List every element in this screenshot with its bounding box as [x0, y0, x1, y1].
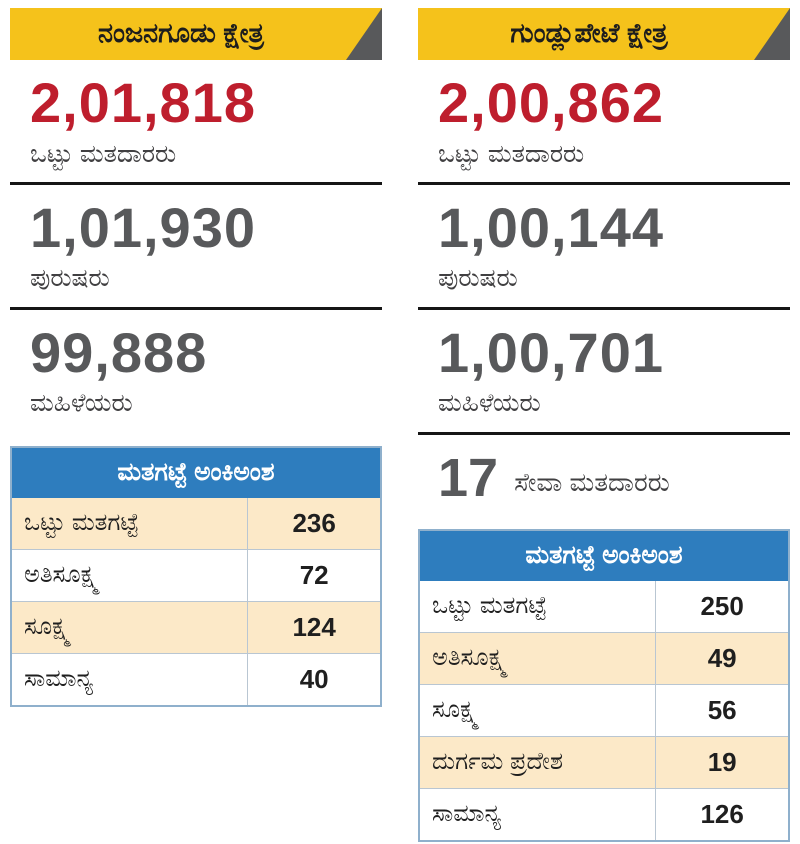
row-label: ಸೂಕ್ಷ್ಮ	[10, 600, 249, 654]
total-voters-value: 2,01,818	[30, 71, 256, 134]
table-row: ಸೂಕ್ಷ್ಮ 56	[418, 683, 790, 737]
row-value: 236	[247, 496, 382, 550]
table-row: ಅತಿಸೂಕ್ಷ್ಮ 72	[10, 548, 382, 602]
divider	[418, 181, 790, 185]
male-voters-value: 1,00,144	[438, 195, 664, 259]
stat-male-voters: 1,00,144 ಪುರುಷರು	[418, 185, 790, 307]
service-voters-label: ಸೇವಾ ಮತದಾರರು	[514, 466, 670, 497]
divider	[10, 306, 382, 310]
row-label: ಒಟ್ಟು ಮತಗಟ್ಟೆ	[10, 496, 249, 550]
stat-total-voters: 2,01,818 ಒಟ್ಟು ಮತದಾರರು	[10, 60, 382, 182]
row-value: 49	[655, 631, 790, 685]
table-header-row: ಮತಗಟ್ಟೆ ಅಂಕಿಅಂಶ	[10, 446, 382, 498]
divider	[10, 181, 382, 185]
row-value: 19	[655, 735, 790, 789]
stat-service-voters: 17 ಸೇವಾ ಮತದಾರರು	[418, 435, 790, 515]
table-header: ಮತಗಟ್ಟೆ ಅಂಕಿಅಂಶ	[418, 529, 790, 581]
male-voters-label: ಪುರುಷರು	[30, 264, 110, 293]
female-voters-label: ಮಹಿಳೆಯರು	[438, 389, 541, 418]
column-gundlupete: ಗುಂಡ್ಲುಪೇಟೆ ಕ್ಷೇತ್ರ 2,00,862 ಒಟ್ಟು ಮತದಾರ…	[418, 8, 790, 842]
total-voters-label: ಒಟ್ಟು ಮತದಾರರು	[438, 139, 585, 168]
row-value: 250	[655, 579, 790, 633]
booth-stats-table-left: ಮತಗಟ್ಟೆ ಅಂಕಿಅಂಶ ಒಟ್ಟು ಮತಗಟ್ಟೆ 236 ಅತಿಸೂಕ…	[10, 445, 382, 707]
ribbon-fold-icon	[754, 8, 790, 60]
row-value: 126	[655, 787, 790, 842]
table-header: ಮತಗಟ್ಟೆ ಅಂಕಿಅಂಶ	[10, 446, 382, 498]
row-value: 72	[247, 548, 382, 602]
row-label: ಸಾಮಾನ್ಯ	[418, 787, 657, 842]
table-row: ಒಟ್ಟು ಮತಗಟ್ಟೆ 250	[418, 579, 790, 633]
row-label: ದುರ್ಗಮ ಪ್ರದೇಶ	[418, 735, 657, 789]
constituency-title: ನಂಜನಗೂಡು ಕ್ಷೇತ್ರ	[98, 18, 264, 48]
female-voters-label: ಮಹಿಳೆಯರು	[30, 389, 133, 418]
total-voters-label: ಒಟ್ಟು ಮತದಾರರು	[30, 139, 177, 168]
row-label: ಸೂಕ್ಷ್ಮ	[418, 683, 657, 737]
total-voters-value: 2,00,862	[438, 71, 664, 134]
row-label: ಒಟ್ಟು ಮತಗಟ್ಟೆ	[418, 579, 657, 633]
row-value: 124	[247, 600, 382, 654]
row-value: 56	[655, 683, 790, 737]
table-row: ಸೂಕ್ಷ್ಮ 124	[10, 600, 382, 654]
male-voters-value: 1,01,930	[30, 195, 256, 259]
table-row: ಒಟ್ಟು ಮತಗಟ್ಟೆ 236	[10, 496, 382, 550]
table-row: ದುರ್ಗಮ ಪ್ರದೇಶ 19	[418, 735, 790, 789]
female-voters-value: 1,00,701	[438, 320, 664, 384]
column-nanjanagudu: ನಂಜನಗೂಡು ಕ್ಷೇತ್ರ 2,01,818 ಒಟ್ಟು ಮತದಾರರು …	[10, 8, 382, 842]
row-label: ಅತಿಸೂಕ್ಷ್ಮ	[418, 631, 657, 685]
row-label: ಸಾಮಾನ್ಯ	[10, 652, 249, 707]
row-value: 40	[247, 652, 382, 707]
stat-female-voters: 99,888 ಮಹಿಳೆಯರು	[10, 310, 382, 432]
male-voters-label: ಪುರುಷರು	[438, 264, 518, 293]
divider	[418, 306, 790, 310]
constituency-title: ಗುಂಡ್ಲುಪೇಟೆ ಕ್ಷೇತ್ರ	[510, 18, 668, 48]
table-row: ಸಾಮಾನ್ಯ 126	[418, 787, 790, 842]
stat-total-voters: 2,00,862 ಒಟ್ಟು ಮತದಾರರು	[418, 60, 790, 182]
table-row: ಅತಿಸೂಕ್ಷ್ಮ 49	[418, 631, 790, 685]
female-voters-value: 99,888	[30, 320, 208, 384]
stat-male-voters: 1,01,930 ಪುರುಷರು	[10, 185, 382, 307]
table-row: ಸಾಮಾನ್ಯ 40	[10, 652, 382, 707]
row-label: ಅತಿಸೂಕ್ಷ್ಮ	[10, 548, 249, 602]
service-voters-value: 17	[438, 447, 499, 508]
booth-stats-table-right: ಮತಗಟ್ಟೆ ಅಂಕಿಅಂಶ ಒಟ್ಟು ಮತಗಟ್ಟೆ 250 ಅತಿಸೂಕ…	[418, 528, 790, 842]
constituency-banner-left: ನಂಜನಗೂಡು ಕ್ಷೇತ್ರ	[10, 8, 382, 60]
divider	[418, 431, 790, 435]
stat-female-voters: 1,00,701 ಮಹಿಳೆಯರು	[418, 310, 790, 432]
ribbon-fold-icon	[346, 8, 382, 60]
constituency-banner-right: ಗುಂಡ್ಲುಪೇಟೆ ಕ್ಷೇತ್ರ	[418, 8, 790, 60]
table-header-row: ಮತಗಟ್ಟೆ ಅಂಕಿಅಂಶ	[418, 529, 790, 581]
